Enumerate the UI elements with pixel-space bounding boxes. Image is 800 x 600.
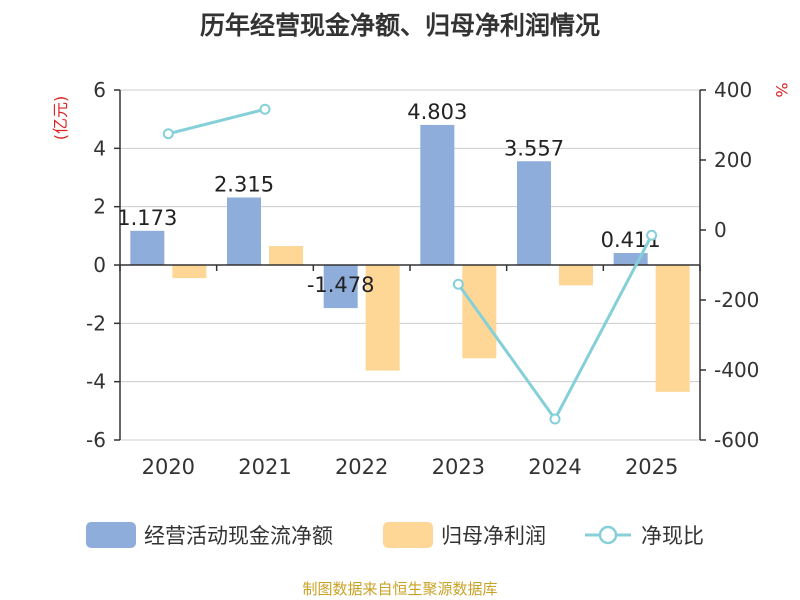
legend-swatch-net-profit: [383, 522, 433, 548]
bar-cash-flow: [323, 265, 358, 309]
ratio-line-segment: [167, 107, 266, 136]
legend-swatch-ratio: [585, 525, 631, 545]
ratio-point: [646, 229, 658, 241]
bar-net-profit: [269, 246, 303, 265]
x-tick-label: 2023: [432, 455, 485, 479]
ratio-line-segment: [457, 283, 557, 420]
y-right-tick-label: 0: [714, 218, 727, 242]
x-tick-label: 2021: [238, 455, 291, 479]
ratio-point: [549, 413, 561, 425]
legend-item-net-profit[interactable]: 归母净利润: [383, 519, 546, 551]
y-right-tick-label: -200: [714, 288, 759, 312]
bar-net-profit: [559, 265, 593, 286]
source-note: 制图数据来自恒生聚源数据库: [302, 580, 498, 598]
bar-cash-flow: [613, 253, 648, 265]
data-label-cash-flow: -1.478: [307, 273, 375, 297]
bar-cash-flow: [130, 230, 165, 265]
legend-label-ratio: 净现比: [641, 524, 704, 548]
chart-title: 历年经营现金净额、归母净利润情况: [199, 11, 600, 40]
y-left-tick-label: 0: [93, 253, 106, 277]
y-left-tick-label: 4: [93, 136, 106, 160]
bar-cash-flow: [517, 161, 551, 265]
x-tick-label: 2020: [142, 455, 195, 479]
y-left-tick-label: 6: [93, 78, 106, 102]
bar-net-profit: [655, 265, 690, 392]
bar-cash-flow: [227, 197, 261, 265]
ratio-line-segment: [553, 234, 653, 420]
data-label-cash-flow: 3.557: [504, 136, 564, 160]
legend-swatch-cash-flow: [86, 522, 136, 548]
data-label-cash-flow: 4.803: [407, 100, 467, 124]
ratio-point: [259, 103, 271, 115]
y-right-tick-label: -400: [714, 358, 759, 382]
x-tick-label: 2022: [335, 455, 388, 479]
legend-label-net-profit: 归母净利润: [441, 524, 546, 548]
y-left-tick-label: -6: [86, 428, 106, 452]
y-right-tick-label: 200: [714, 148, 752, 172]
bar-net-profit: [172, 265, 207, 279]
y-left-tick-label: -4: [86, 370, 106, 394]
y-right-tick-label: -600: [714, 428, 759, 452]
bar-net-profit: [365, 265, 400, 371]
legend-item-cash-flow[interactable]: 经营活动现金流净额: [86, 519, 333, 551]
ratio-point: [162, 128, 174, 140]
y-right-axis-title: %: [772, 82, 791, 97]
legend-item-ratio[interactable]: 净现比: [583, 519, 704, 551]
ratio-point: [452, 278, 464, 290]
x-tick-label: 2024: [528, 455, 581, 479]
y-right-tick-label: 400: [714, 78, 752, 102]
y-left-tick-label: -2: [86, 311, 106, 335]
data-label-cash-flow: 1.173: [117, 206, 177, 230]
bar-cash-flow: [420, 124, 455, 265]
y-left-axis-title: (亿元): [51, 96, 70, 141]
legend-label-cash-flow: 经营活动现金流净额: [144, 524, 333, 548]
y-left-tick-label: 2: [93, 195, 106, 219]
data-label-cash-flow: 2.315: [214, 172, 274, 196]
x-tick-label: 2025: [625, 455, 678, 479]
